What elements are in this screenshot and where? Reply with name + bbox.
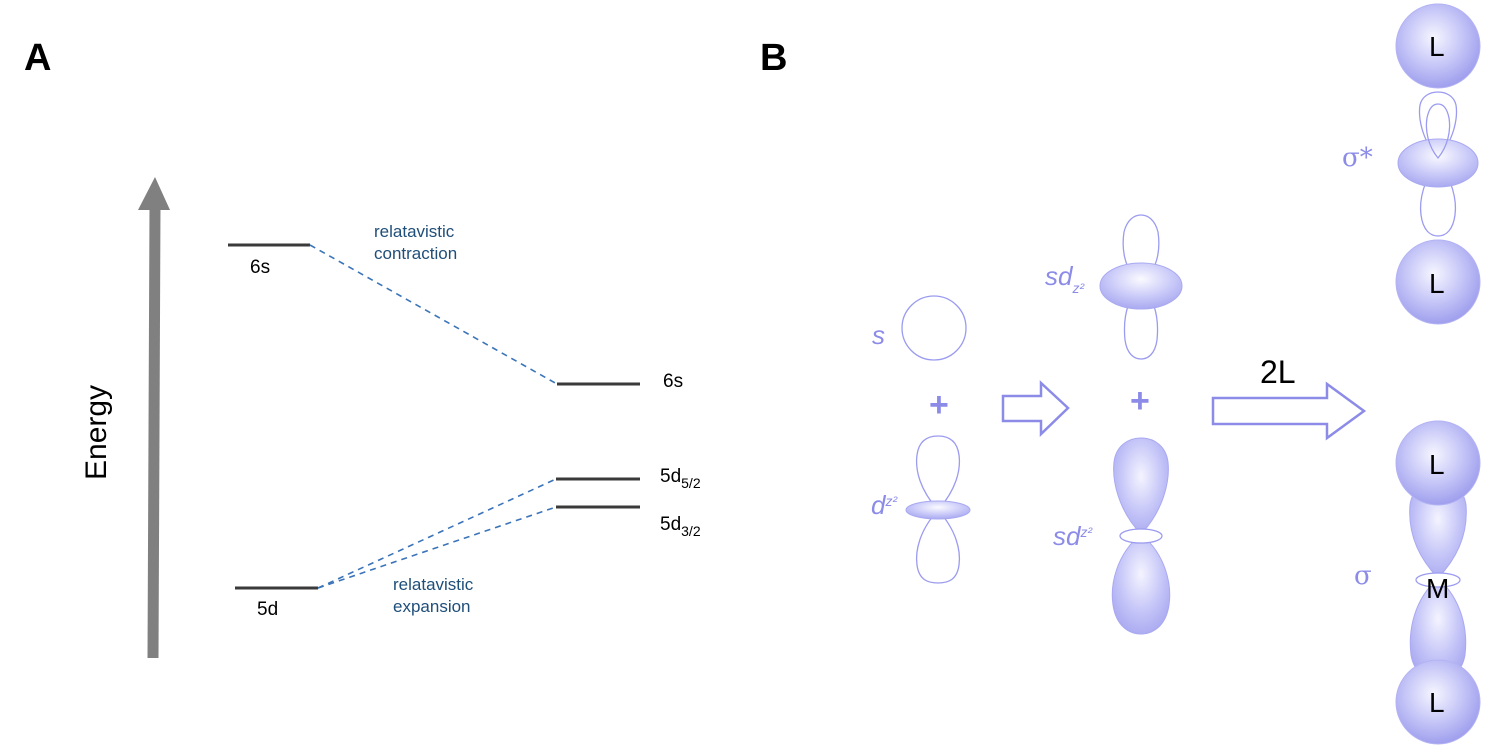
contraction-connector [309,244,558,385]
ligand-label-top-1: L [1429,31,1445,62]
expansion-note-line1: relatavistic [393,575,474,594]
panel-b-label: B [760,37,787,79]
panel-a-label: A [24,37,51,79]
expansion-note-line2: expansion [393,597,471,616]
two-ligands-label: 2L [1260,354,1296,390]
ligand-label-bottom-1: L [1429,449,1445,480]
contraction-note-line1: relatavistic [374,222,455,241]
dz2-orbital [905,435,971,584]
ligand-binding-arrow [1211,381,1367,441]
metal-label: M [1426,573,1449,604]
level-5d52-label: 5d5/2 [660,466,701,491]
level-5d-left-label: 5d [257,599,278,620]
contraction-note-line2: contraction [374,244,457,263]
level-5d32-label: 5d3/2 [660,514,701,539]
dz2-orbital-label: dz² [871,490,898,520]
s-orbital-label: s [872,320,885,350]
level-6s-right-label: 6s [663,371,683,392]
expansion-connector-32 [317,506,557,589]
level-6s-left-label: 6s [250,257,270,278]
sigma-star-label: σ* [1342,143,1373,173]
s-orbital [901,295,967,361]
plus-sign-left: + [929,386,949,424]
ligand-label-top-2: L [1429,268,1445,299]
sigma-label: σ [1354,561,1372,591]
plus-sign-right: + [1130,382,1150,420]
hybridization-arrow [1001,380,1070,437]
sigma-orbital [1395,420,1481,745]
sdz2-upper-label: sdz² [1045,261,1085,296]
energy-arrow [138,177,170,659]
sigma-star-orbital [1395,3,1481,325]
ligand-label-bottom-2: L [1429,687,1445,718]
sdz2-orbital-lower [1111,437,1171,635]
sdz2-lower-label: sdz² [1053,521,1093,551]
energy-axis-label: Energy [80,385,113,480]
sdz2-orbital-upper [1099,214,1183,360]
expansion-connector-52 [317,478,557,589]
